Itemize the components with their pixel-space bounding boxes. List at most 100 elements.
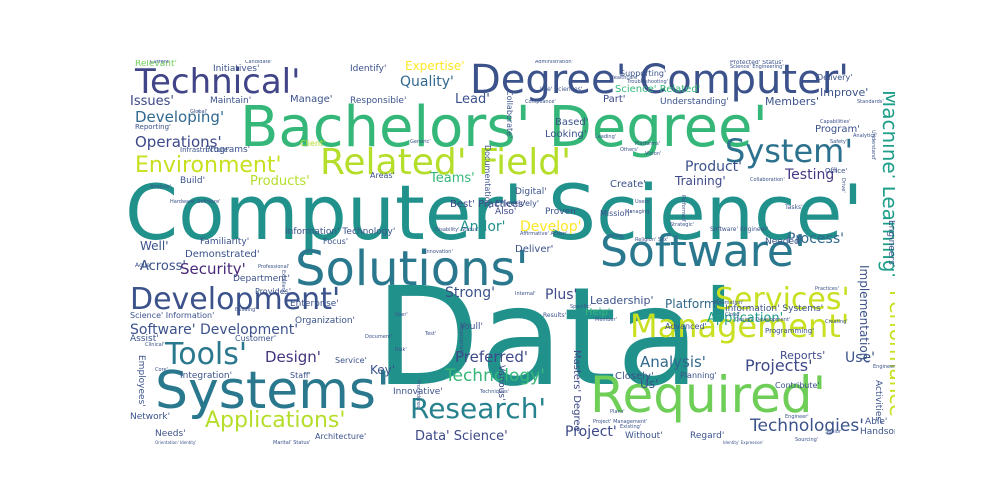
word-analytics: Analytics' <box>853 133 878 139</box>
word-collaborate: Collaborate' <box>505 90 514 139</box>
word-users: Users' <box>635 199 651 205</box>
word-familiarity: Familiarity' <box>200 237 250 247</box>
word-engineers: Engineers' <box>886 220 895 268</box>
word-deliver: Deliver' <box>515 244 554 255</box>
word-science-related: Science' Related' <box>615 84 701 95</box>
word-reports: Reports' <box>780 349 826 362</box>
word-management: Management' <box>630 307 850 345</box>
word-part: Part' <box>603 94 626 105</box>
word-provides: Provides' <box>255 287 292 296</box>
word-research: Research' <box>410 392 547 425</box>
word-systems: Systems' <box>155 361 391 421</box>
word-create: Create' <box>610 179 646 190</box>
word-security: Security' <box>180 260 246 278</box>
word-cloud: Data' Computer' Science' Bachelors' Degree… <box>125 60 895 445</box>
word-science-information: Science' Information' <box>130 311 215 320</box>
word-demonstrated: Demonstrated' <box>185 249 260 260</box>
word-client: Client' <box>300 139 326 148</box>
word-based: Based' <box>555 117 589 128</box>
word-information-systems: Information' Systems' <box>725 304 824 314</box>
word-creating: Creating' <box>825 319 848 325</box>
word-automation: Automation' <box>713 300 744 306</box>
word-documentation: Documentation' <box>483 145 492 209</box>
word-teams: Teams' <box>430 171 475 186</box>
word-technology: Technology' <box>445 366 545 386</box>
word-platform: Platform' <box>665 297 719 311</box>
word-standards: Standards' <box>857 99 884 105</box>
word-collaboration: Collaboration' <box>750 177 785 183</box>
word-compliance: Compliance' <box>525 99 556 105</box>
word-best-practices: Best' Practices' <box>450 199 526 210</box>
word-handson: Handson' <box>860 427 895 437</box>
word-effectively: Effectively' <box>495 199 540 208</box>
word-across: Across' <box>140 259 186 274</box>
word-expertise: Expertise' <box>405 60 465 73</box>
word-contribute: Contribute' <box>775 381 820 390</box>
word-system: System' <box>725 132 854 170</box>
word-develop: Develop' <box>520 219 582 235</box>
word-architecture: Architecture' <box>315 432 367 441</box>
word-responsible: Responsible' <box>350 96 407 106</box>
word-data-science: Data' Science' <box>415 429 508 444</box>
word-plus: Plus' <box>545 287 578 303</box>
word-process: Process' <box>787 231 844 247</box>
word-able: Able' <box>865 417 888 427</box>
word-issues: Issues' <box>130 94 174 109</box>
word-us: Us' <box>640 377 659 391</box>
word-regard: Regard' <box>690 431 725 441</box>
word-analyze: Analyze' <box>150 184 172 190</box>
word-initiatives: Initiatives' <box>213 64 260 74</box>
word-managing: Managing' <box>625 209 651 215</box>
word-appropriate: Appropriate' <box>458 325 464 356</box>
word-environment: Environment' <box>135 153 282 178</box>
word-test: Test' <box>425 331 437 337</box>
word-technologies: Technologies' <box>750 416 864 436</box>
word-employees: Employees' <box>136 355 146 407</box>
word-software-development: Software' Development' <box>130 322 299 338</box>
word-marital-status: Marital' Status' <box>273 440 311 446</box>
word-assist: Assist' <box>130 334 159 344</box>
word-related-field: Related' Field' <box>320 142 572 183</box>
word-existing: Existing' <box>620 424 642 430</box>
word-candidate: Candidate' <box>245 60 272 65</box>
word-techniques: Techniques' <box>480 389 510 395</box>
word-looking: Looking' <box>545 129 587 140</box>
word-organization: Organization' <box>295 316 356 326</box>
word-vision: Vision' <box>645 151 662 157</box>
word-key: Key' <box>370 363 396 377</box>
word-building: Building' <box>235 307 257 313</box>
word-safety: Safety' <box>830 139 848 145</box>
word-senior: Senior' <box>825 429 843 435</box>
word-quality: Quality' <box>400 74 454 90</box>
word-customer: Customer' <box>235 334 277 343</box>
word-service: Service' <box>335 356 367 365</box>
word-generic: Generic' <box>410 139 431 145</box>
word-platforms: Platforms' <box>635 141 661 147</box>
word-training: Training' <box>675 174 726 188</box>
word-excellent: Excellent' <box>280 270 286 295</box>
word-planning: Planning' <box>680 371 717 380</box>
word-product: Product' <box>685 159 743 175</box>
word-disability-status: Disability' Status' <box>435 227 479 233</box>
word-help: Help' <box>585 307 611 318</box>
word-risk: Risk' <box>395 347 407 353</box>
word-tasks: Tasks' <box>785 204 803 211</box>
word-preferred: Preferred' <box>455 348 528 366</box>
word-operations: Operations' <box>135 133 222 151</box>
word-lead: Lead' <box>455 92 490 107</box>
word-youll: Youll' <box>460 322 483 332</box>
word-clinical: Clinical' <box>145 342 165 348</box>
word-sourcing: Sourcing' <box>795 437 819 443</box>
word-without: Without' <box>625 431 663 441</box>
word-well: Well' <box>140 239 169 253</box>
word-strong: Strong' <box>445 285 495 301</box>
word-various: Various' <box>496 365 506 401</box>
word-enterprise: Enterprise' <box>290 299 339 309</box>
word-design-development: Design' Development' <box>735 317 791 323</box>
word-affirmative-action: Affirmative' Action' <box>520 231 568 237</box>
word-project: Project' <box>565 424 617 440</box>
word-others: Others' <box>620 147 639 153</box>
word-information-technology: Information' Technology' <box>285 227 396 237</box>
word-professional: Professional' <box>258 264 290 270</box>
word-needs: Needs' <box>155 429 186 439</box>
